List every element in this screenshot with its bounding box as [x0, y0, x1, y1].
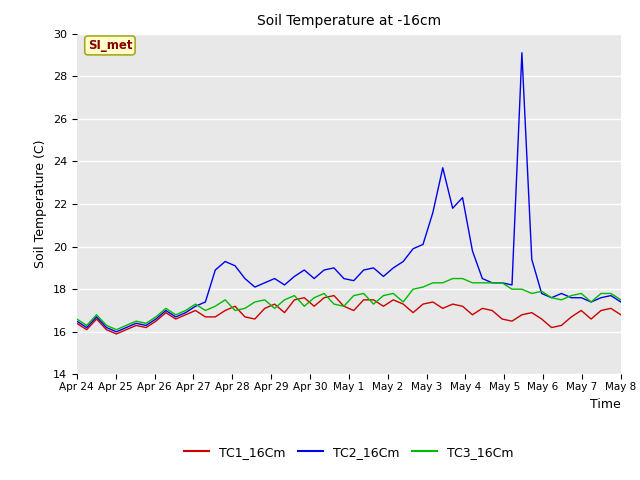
Text: SI_met: SI_met	[88, 39, 132, 52]
X-axis label: Time: Time	[590, 397, 621, 410]
Legend: TC1_16Cm, TC2_16Cm, TC3_16Cm: TC1_16Cm, TC2_16Cm, TC3_16Cm	[179, 441, 518, 464]
Title: Soil Temperature at -16cm: Soil Temperature at -16cm	[257, 14, 441, 28]
Y-axis label: Soil Temperature (C): Soil Temperature (C)	[35, 140, 47, 268]
